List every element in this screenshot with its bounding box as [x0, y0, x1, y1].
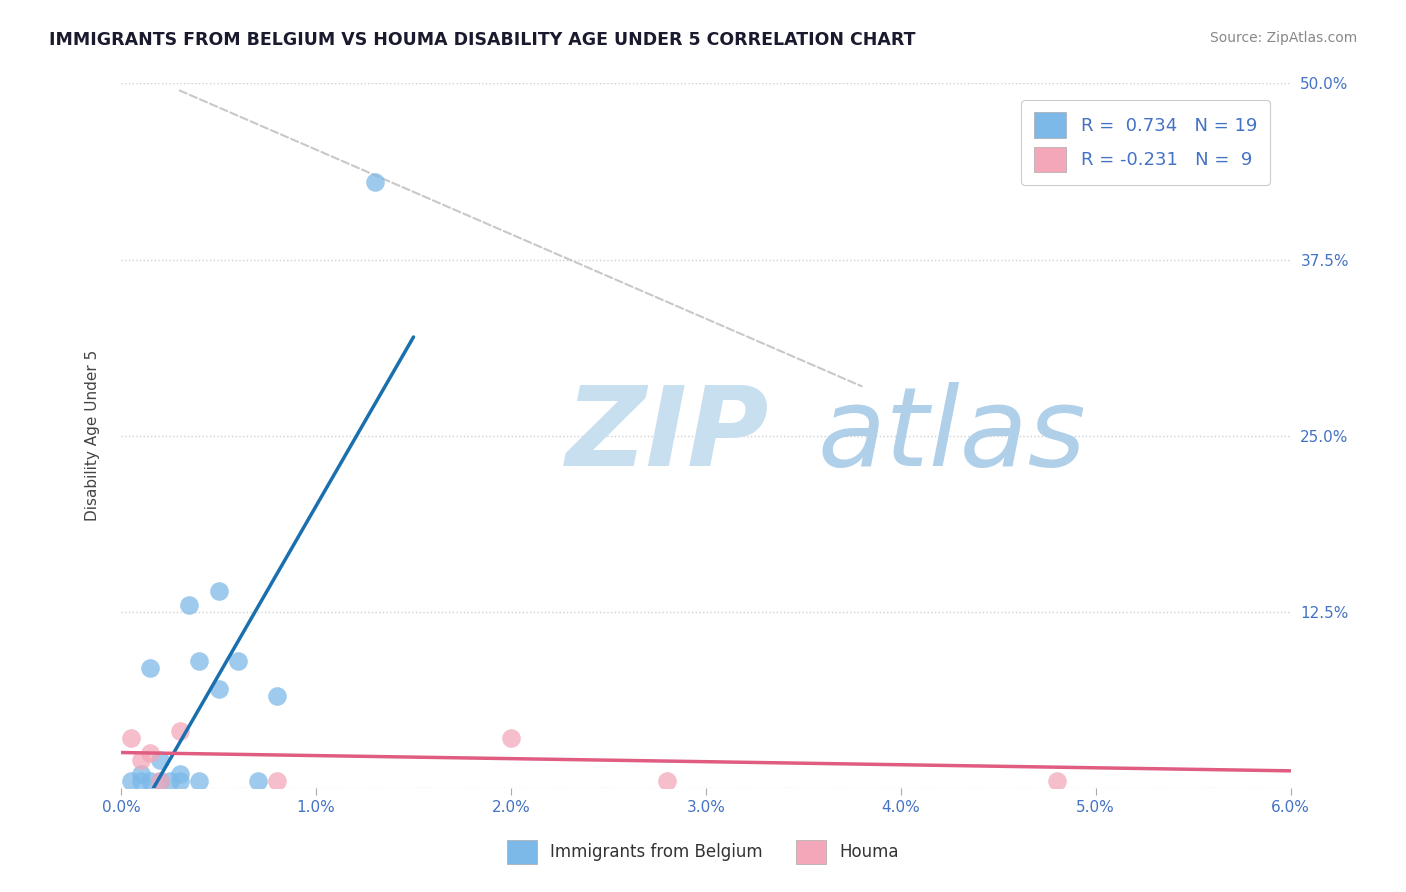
Text: atlas: atlas [817, 382, 1085, 489]
Point [159, 773, 181, 788]
Point [207, 682, 229, 697]
Point [179, 598, 201, 612]
Text: Source: ZipAtlas.com: Source: ZipAtlas.com [1209, 31, 1357, 45]
Point [1046, 773, 1069, 788]
Point [149, 773, 172, 788]
Point [363, 175, 385, 189]
Point [246, 773, 269, 788]
Point [139, 773, 162, 788]
Point [129, 766, 152, 780]
Point [169, 773, 191, 788]
Point [655, 773, 678, 788]
Point [120, 773, 142, 788]
Point [499, 731, 522, 746]
Point [149, 773, 172, 788]
Point [188, 773, 211, 788]
Legend: R =  0.734   N = 19, R = -0.231   N =  9: R = 0.734 N = 19, R = -0.231 N = 9 [1021, 100, 1270, 185]
Legend: Immigrants from Belgium, Houma: Immigrants from Belgium, Houma [501, 833, 905, 871]
Point [139, 746, 162, 760]
Point [129, 753, 152, 767]
Point [188, 654, 211, 668]
Point [266, 689, 288, 703]
Point [129, 773, 152, 788]
Point [226, 654, 249, 668]
Point [120, 731, 142, 746]
Point [149, 753, 172, 767]
Point [169, 724, 191, 739]
Point [207, 583, 229, 598]
Text: IMMIGRANTS FROM BELGIUM VS HOUMA DISABILITY AGE UNDER 5 CORRELATION CHART: IMMIGRANTS FROM BELGIUM VS HOUMA DISABIL… [49, 31, 915, 49]
Point [169, 766, 191, 780]
Point [266, 773, 288, 788]
Text: ZIP: ZIP [565, 382, 769, 489]
Y-axis label: Disability Age Under 5: Disability Age Under 5 [86, 350, 100, 521]
Point [139, 661, 162, 675]
